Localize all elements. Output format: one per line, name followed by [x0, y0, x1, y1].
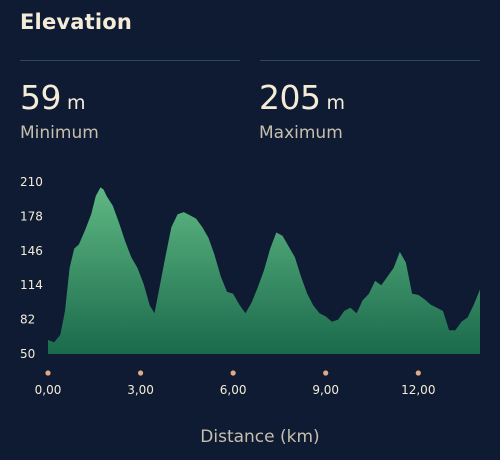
x-tick-dot — [45, 370, 51, 376]
y-tick-label: 210 — [20, 175, 43, 189]
y-tick-label: 82 — [20, 313, 35, 327]
stat-divider-left — [20, 60, 240, 61]
y-tick-label: 114 — [20, 278, 43, 292]
x-tick-label: 3,00 — [127, 383, 154, 397]
maximum-label: Maximum — [259, 123, 343, 143]
minimum-label: Minimum — [20, 123, 99, 143]
minimum-unit: m — [67, 92, 86, 114]
x-tick-label: 0,00 — [35, 383, 62, 397]
maximum-unit: m — [326, 92, 346, 114]
stat-divider-right — [260, 60, 480, 61]
x-axis-ticks: 0,00 3,00 6,00 9,00 12,00 — [35, 370, 435, 397]
y-tick-label: 178 — [20, 209, 43, 223]
page-title: Elevation — [20, 10, 133, 34]
y-axis-tick-labels: 210 178 146 114 82 50 — [20, 175, 43, 361]
maximum-stat: 205 m Maximum — [259, 78, 345, 143]
x-axis-title: Distance (km) — [200, 427, 320, 447]
elevation-chart[interactable]: 210 178 146 114 82 50 0,00 3,00 6,00 9,00 12,00 — [0, 165, 500, 405]
x-tick-dot — [137, 370, 144, 376]
maximum-value: 205 — [259, 78, 321, 117]
x-tick-label: 6,00 — [220, 383, 247, 397]
x-tick-label: 9,00 — [312, 383, 339, 397]
y-tick-label: 50 — [20, 347, 35, 361]
minimum-value: 59 — [20, 78, 62, 117]
x-tick-label: 12,00 — [401, 383, 435, 397]
x-tick-dot — [415, 370, 421, 376]
minimum-stat: 59 m Minimum — [20, 78, 99, 143]
x-tick-dot — [230, 370, 236, 376]
y-tick-label: 146 — [20, 244, 43, 258]
elevation-area-series — [48, 187, 480, 354]
x-tick-dot — [323, 370, 329, 376]
